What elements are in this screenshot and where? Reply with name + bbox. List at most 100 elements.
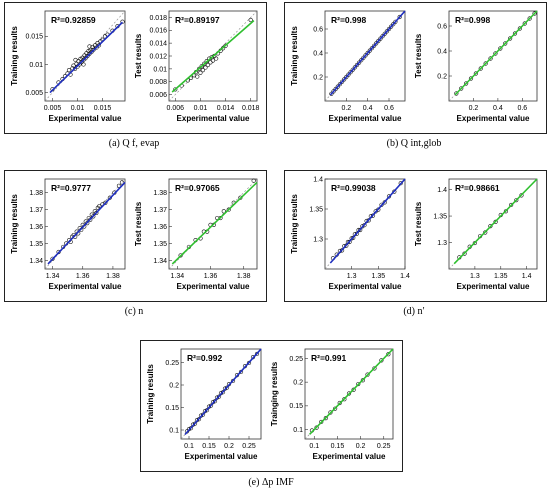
- x-tick-label: 0.2: [224, 443, 234, 450]
- y-tick-label: 1.36: [29, 224, 43, 231]
- y-tick-label: 0.006: [149, 92, 167, 99]
- data-point: [314, 425, 319, 430]
- y-tick-label: 0.2: [437, 73, 447, 80]
- y-tick-label: 1.4: [313, 176, 323, 183]
- y-tick-label: 1.4: [437, 187, 447, 194]
- caption-c: (c) n: [124, 306, 144, 317]
- data-point: [333, 406, 338, 411]
- data-point: [359, 58, 364, 63]
- data-point: [365, 372, 370, 377]
- plot-c-1: 1.34 1.36 1.38 1.34 1.35 1.36 1.37 1.38 R²=0.977…: [10, 178, 126, 291]
- x-tick-label: 0.1: [309, 443, 319, 450]
- data-point: [346, 72, 351, 77]
- fit-line: [47, 181, 126, 265]
- data-point: [94, 210, 99, 216]
- x-tick-label: 1.35: [372, 273, 386, 280]
- x-tick-label: 1.35: [494, 273, 508, 280]
- y-tick-label: 1.38: [29, 190, 43, 197]
- data-point: [478, 66, 483, 71]
- chart-e: 0.1 0.15 0.2 0.25 0.1 0.15 0.2 0.25 R²=0.992 Expe…: [146, 348, 394, 461]
- data-point: [195, 74, 200, 79]
- data-point: [509, 202, 514, 208]
- r2-annotation: R²=0.992: [187, 353, 222, 363]
- data-point: [87, 44, 92, 49]
- y-tick-label: 0.6: [313, 26, 323, 33]
- data-point: [382, 31, 387, 36]
- data-point: [200, 412, 206, 417]
- x-tick-label: 0.4: [493, 105, 503, 112]
- data-point: [212, 399, 218, 404]
- y-tick-label: 0.2: [169, 382, 179, 389]
- panel-e: 0.1 0.15 0.2 0.25 0.1 0.15 0.2 0.25 R²=0.992 Expe…: [140, 340, 403, 472]
- x-tick-label: 1.4: [400, 273, 410, 280]
- r2-annotation: R²=0.9777: [51, 183, 91, 193]
- data-point: [378, 36, 383, 41]
- x-tick-label: 0.018: [242, 105, 260, 112]
- plot-e-2: 0.1 0.15 0.2 0.25 0.1 0.15 0.2 0.25 R²=0.991 Expe…: [270, 348, 394, 461]
- data-point: [120, 19, 125, 24]
- y-tick-label: 0.6: [437, 23, 447, 30]
- data-point: [226, 207, 231, 212]
- data-point: [91, 47, 96, 52]
- data-point: [514, 198, 519, 203]
- data-point: [218, 215, 223, 221]
- data-point: [50, 256, 55, 261]
- data-point: [376, 38, 381, 44]
- panel-c: 1.34 1.36 1.38 1.34 1.35 1.36 1.37 1.38 R²=0.977…: [4, 170, 267, 302]
- plot-c-2: 1.34 1.36 1.38 1.34 1.35 1.36 1.37 1.38 R²=0.970…: [134, 178, 258, 291]
- chart-d: 1.3 1.35 1.4 1.3 1.35 1.4 R²=0.99038 Experiment…: [290, 176, 538, 291]
- data-point: [220, 390, 226, 395]
- chart-b: 0.2 0.4 0.6 0.2 0.4 0.6 R²=0.998 Experimental v…: [290, 10, 538, 123]
- y-tick-label: 0.15: [165, 405, 179, 412]
- data-point: [454, 91, 459, 96]
- y-axis-label: Training results: [10, 26, 19, 86]
- fit-line: [329, 178, 406, 264]
- x-tick-label: 0.25: [242, 443, 256, 450]
- y-tick-label: 0.015: [25, 34, 43, 41]
- data-point: [397, 14, 402, 20]
- data-point: [342, 397, 347, 402]
- data-point: [493, 219, 498, 224]
- data-point: [361, 55, 366, 60]
- data-point: [357, 60, 362, 65]
- data-point: [210, 58, 216, 63]
- data-point: [372, 366, 377, 371]
- y-tick-label: 1.38: [153, 190, 167, 197]
- data-point: [119, 180, 125, 185]
- panel-d: 1.3 1.35 1.4 1.3 1.35 1.4 R²=0.99038 Experiment…: [284, 170, 547, 302]
- r2-annotation: R²=0.92859: [51, 15, 96, 25]
- data-point: [319, 419, 324, 425]
- y-axis-label: Training results: [10, 194, 19, 254]
- data-point: [389, 24, 394, 29]
- x-tick-label: 0.6: [384, 105, 394, 112]
- data-point: [88, 217, 93, 222]
- data-point: [192, 421, 198, 426]
- y-tick-label: 0.016: [149, 28, 167, 35]
- x-tick-label: 0.01: [71, 105, 85, 112]
- x-axis-label: Experimental value: [329, 114, 402, 123]
- fit-line: [329, 10, 406, 96]
- x-tick-label: 0.006: [167, 105, 185, 112]
- data-point: [517, 26, 522, 31]
- chart-c: 1.34 1.36 1.38 1.34 1.35 1.36 1.37 1.38 R²=0.977…: [10, 178, 258, 291]
- x-axis-label: Experimental value: [313, 452, 386, 461]
- y-tick-label: 1.34: [29, 258, 43, 265]
- plot-b-1: 0.2 0.4 0.6 0.2 0.4 0.6 R²=0.998 Experimental v…: [290, 10, 406, 123]
- data-point: [508, 36, 513, 41]
- r2-annotation: R²=0.89197: [175, 15, 220, 25]
- data-point: [365, 50, 370, 56]
- data-point: [72, 66, 78, 72]
- x-tick-label: 0.2: [341, 105, 351, 112]
- data-point: [221, 209, 226, 214]
- plot-b-2: 0.2 0.4 0.6 0.2 0.4 0.6 R²=0.998 Experimental v…: [414, 10, 538, 123]
- data-point: [73, 57, 78, 63]
- data-point: [178, 253, 183, 258]
- data-point: [323, 416, 328, 421]
- plot-a-2: 0.006 0.01 0.014 0.018 0.006 0.008 0.01 0.012 0.…: [134, 10, 260, 123]
- data-point: [329, 91, 334, 96]
- y-tick-label: 0.25: [165, 360, 179, 367]
- data-point: [473, 71, 478, 76]
- data-point: [393, 19, 398, 24]
- r2-annotation: R²=0.991: [311, 353, 346, 363]
- data-point: [522, 21, 527, 26]
